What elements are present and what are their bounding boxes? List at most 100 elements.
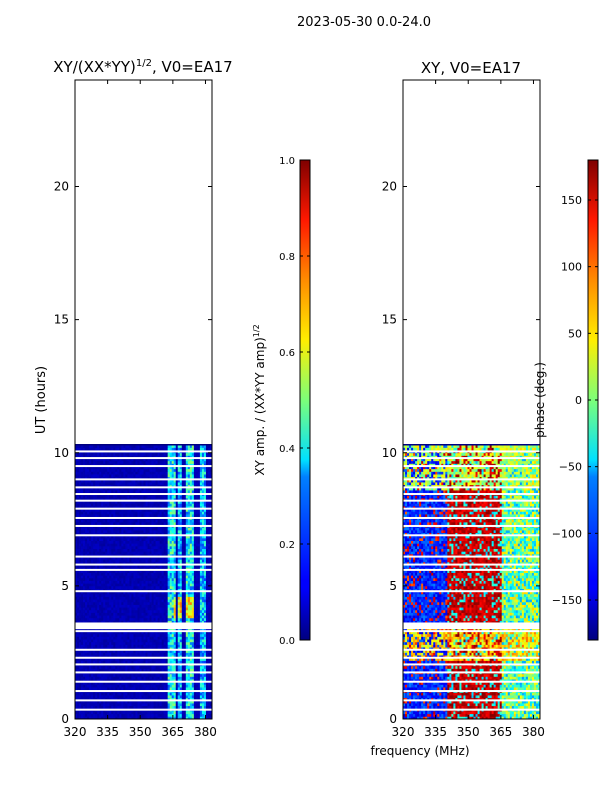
heatmap-cell — [87, 527, 90, 531]
heatmap-cell — [179, 607, 183, 611]
heatmap-cell — [115, 655, 118, 659]
heatmap-cell — [79, 687, 82, 691]
heatmap-cell — [111, 647, 114, 651]
heatmap-cell — [207, 713, 211, 717]
heatmap-cell — [131, 580, 134, 584]
heatmap-cell — [103, 537, 106, 542]
heatmap-cell — [99, 551, 102, 555]
heatmap-cell — [179, 660, 183, 664]
heatmap-cell — [157, 561, 161, 565]
heatmap-cell — [207, 575, 211, 579]
heatmap-cell — [173, 604, 177, 608]
heatmap-cell — [151, 713, 154, 717]
heatmap-cell — [93, 673, 96, 677]
heatmap-cell — [81, 591, 84, 595]
heatmap-cell — [159, 537, 163, 542]
heatmap-cell — [163, 580, 167, 584]
heatmap-cell — [93, 660, 96, 664]
heatmap-cell — [201, 599, 205, 603]
heatmap-cell — [121, 657, 124, 661]
heatmap-cell — [155, 665, 158, 669]
heatmap-cell — [93, 567, 96, 571]
heatmap-cell — [157, 684, 161, 688]
heatmap-cell — [165, 692, 169, 696]
heatmap-cell — [133, 711, 136, 715]
heatmap-cell — [201, 559, 205, 563]
heatmap-cell — [145, 583, 148, 587]
heatmap-cell — [83, 612, 86, 616]
heatmap-cell — [183, 580, 187, 584]
heatmap-cell — [209, 660, 212, 664]
heatmap-cell — [75, 609, 78, 613]
heatmap-cell — [209, 529, 212, 534]
heatmap-cell — [133, 559, 136, 563]
heatmap-cell — [181, 535, 185, 539]
heatmap-cell — [205, 545, 209, 549]
heatmap-cell — [207, 620, 211, 624]
heatmap-cell — [143, 668, 146, 672]
heatmap-cell — [177, 540, 181, 544]
heatmap-cell — [165, 655, 169, 659]
heatmap-cell — [127, 697, 130, 701]
heatmap-cell — [91, 617, 94, 621]
heatmap-cell — [143, 580, 146, 584]
heatmap-cell — [117, 529, 120, 534]
heatmap-cell — [131, 657, 134, 661]
heatmap-cell — [101, 620, 104, 624]
heatmap-cell — [177, 687, 181, 691]
heatmap-cell — [187, 673, 191, 677]
heatmap-cell — [179, 676, 183, 680]
heatmap-cell — [195, 556, 199, 560]
heatmap-cell — [191, 601, 195, 605]
heatmap-cell — [111, 588, 114, 592]
heatmap-cell — [161, 655, 165, 659]
heatmap-cell — [141, 564, 144, 568]
heatmap-cell — [121, 532, 124, 536]
heatmap-cell — [157, 649, 161, 653]
heatmap-cell — [185, 673, 189, 677]
heatmap-cell — [201, 569, 205, 573]
heatmap-cell — [193, 633, 197, 637]
heatmap-cell — [175, 575, 179, 579]
heatmap-cell — [129, 673, 132, 677]
heatmap-cell — [95, 668, 98, 672]
heatmap-cell — [165, 532, 169, 536]
heatmap-cell — [163, 553, 167, 557]
heatmap-cell — [111, 644, 114, 648]
heatmap-cell — [183, 703, 187, 707]
heatmap-cell — [125, 713, 128, 717]
heatmap-cell — [201, 679, 205, 683]
heatmap-cell — [203, 564, 207, 568]
heatmap-cell — [197, 564, 201, 568]
heatmap-cell — [95, 545, 98, 549]
heatmap-cell — [111, 572, 114, 576]
heatmap-cell — [111, 668, 114, 672]
heatmap-cell — [199, 527, 203, 531]
heatmap-cell — [95, 588, 98, 592]
heatmap-cell — [137, 596, 140, 600]
heatmap-cell — [187, 652, 191, 656]
heatmap-cell — [193, 615, 197, 619]
heatmap-cell — [167, 657, 171, 661]
heatmap-cell — [103, 679, 106, 683]
heatmap-cell — [127, 585, 130, 589]
heatmap-cell — [125, 604, 128, 608]
heatmap-cell — [207, 639, 211, 643]
heatmap-cell — [197, 540, 201, 544]
heatmap-cell — [191, 711, 195, 715]
heatmap-cell — [129, 687, 132, 691]
heatmap-cell — [147, 591, 150, 595]
heatmap-cell — [177, 535, 181, 539]
heatmap-cell — [75, 716, 78, 719]
heatmap-cell — [123, 665, 126, 669]
heatmap-cell — [179, 652, 183, 656]
heatmap-cell — [155, 537, 158, 542]
heatmap-cell — [201, 628, 205, 632]
heatmap-cell — [127, 564, 130, 568]
heatmap-cell — [141, 548, 144, 552]
heatmap-cell — [147, 615, 150, 619]
heatmap-cell — [209, 532, 212, 536]
heatmap-cell — [191, 628, 195, 632]
heatmap-cell — [183, 609, 187, 613]
heatmap-cell — [183, 543, 187, 547]
